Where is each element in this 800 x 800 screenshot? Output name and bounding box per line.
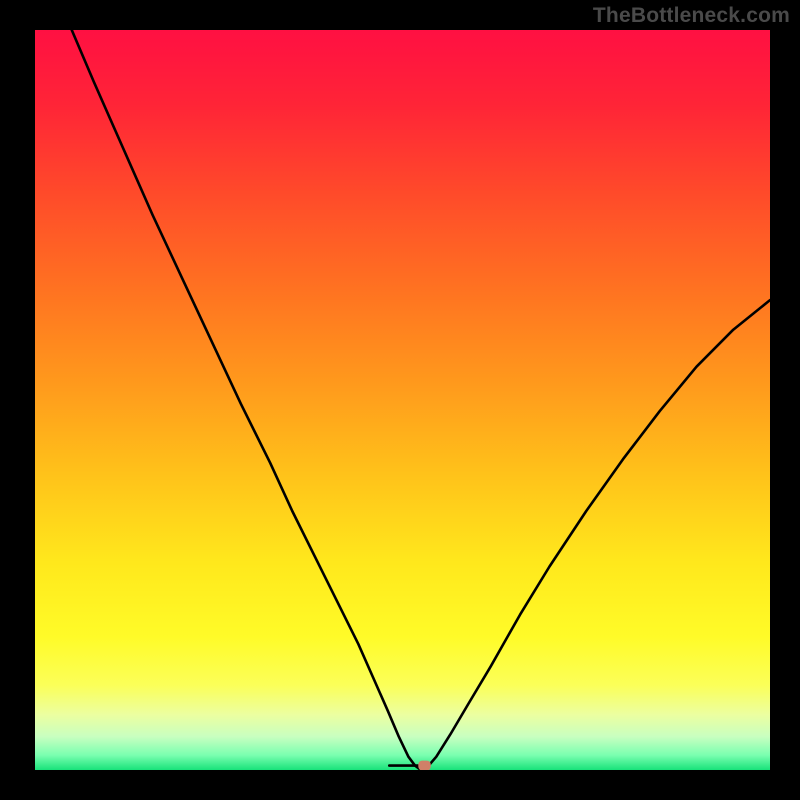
chart-background bbox=[35, 30, 770, 770]
bottleneck-chart bbox=[35, 30, 770, 770]
optimal-point-marker bbox=[418, 761, 430, 770]
attribution-text: TheBottleneck.com bbox=[593, 4, 790, 28]
chart-svg bbox=[35, 30, 770, 770]
